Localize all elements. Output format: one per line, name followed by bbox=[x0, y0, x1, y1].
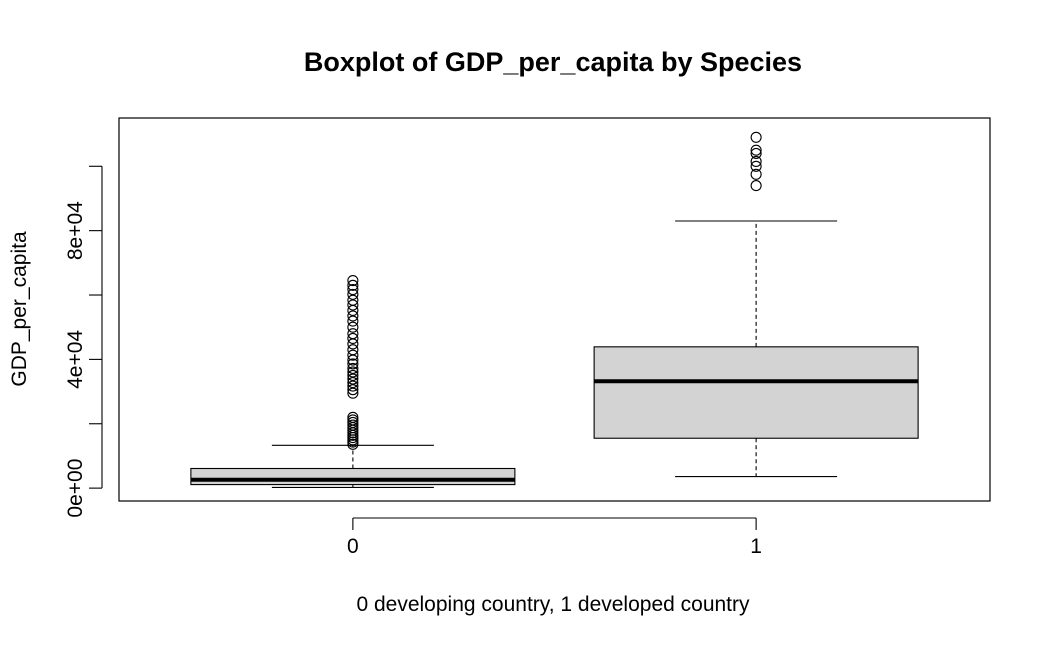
box-group-1 bbox=[593, 131, 919, 478]
outlier-point bbox=[750, 160, 762, 172]
y-axis-label: GDP_per_capita bbox=[8, 231, 31, 387]
outlier-point bbox=[347, 384, 359, 396]
box-group-0 bbox=[190, 274, 516, 489]
outlier-point bbox=[750, 155, 762, 167]
y-axis: 0e+00 4e+04 8e+04 bbox=[64, 165, 103, 518]
outlier-point bbox=[347, 387, 359, 399]
outlier-point bbox=[347, 283, 359, 296]
iqr-box bbox=[190, 467, 516, 486]
outlier-point bbox=[750, 180, 762, 192]
x-tick-label: 0 bbox=[347, 535, 359, 558]
outlier-point bbox=[347, 419, 359, 431]
outlier-point bbox=[347, 310, 359, 322]
outlier-point bbox=[750, 168, 762, 180]
outlier-point bbox=[347, 288, 359, 300]
outlier-point bbox=[347, 328, 359, 340]
y-tick-label: 4e+04 bbox=[64, 330, 87, 389]
outlier-point bbox=[347, 380, 359, 392]
outlier-point bbox=[347, 332, 359, 345]
outlier-point bbox=[750, 144, 762, 156]
y-tick-label: 0e+00 bbox=[64, 459, 87, 518]
outlier-point bbox=[750, 131, 762, 143]
outlier-point bbox=[347, 299, 359, 311]
outlier-point bbox=[347, 377, 359, 389]
outlier-point bbox=[347, 358, 359, 370]
chart-marks bbox=[190, 131, 919, 489]
outlier-point bbox=[347, 414, 359, 426]
outlier-point bbox=[347, 366, 359, 378]
outlier-point bbox=[347, 416, 359, 429]
chart-title: Boxplot of GDP_per_capita by Species bbox=[304, 47, 802, 77]
outlier-point bbox=[347, 411, 359, 423]
outlier-point bbox=[750, 147, 762, 159]
outlier-point bbox=[347, 279, 359, 291]
y-tick-label: 8e+04 bbox=[64, 201, 87, 260]
outlier-point bbox=[347, 315, 359, 327]
outlier-point bbox=[347, 294, 359, 306]
outlier-point bbox=[347, 369, 359, 382]
outlier-point bbox=[347, 373, 359, 385]
outlier-point bbox=[347, 349, 359, 361]
outlier-point bbox=[347, 321, 359, 333]
outlier-point bbox=[347, 344, 359, 356]
outlier-point bbox=[347, 274, 359, 287]
iqr-box bbox=[593, 346, 919, 439]
x-tick-label: 1 bbox=[750, 535, 762, 558]
outlier-point bbox=[347, 362, 359, 374]
x-axis-label: 0 developing country, 1 developed countr… bbox=[356, 593, 750, 616]
plot-frame bbox=[118, 117, 991, 502]
